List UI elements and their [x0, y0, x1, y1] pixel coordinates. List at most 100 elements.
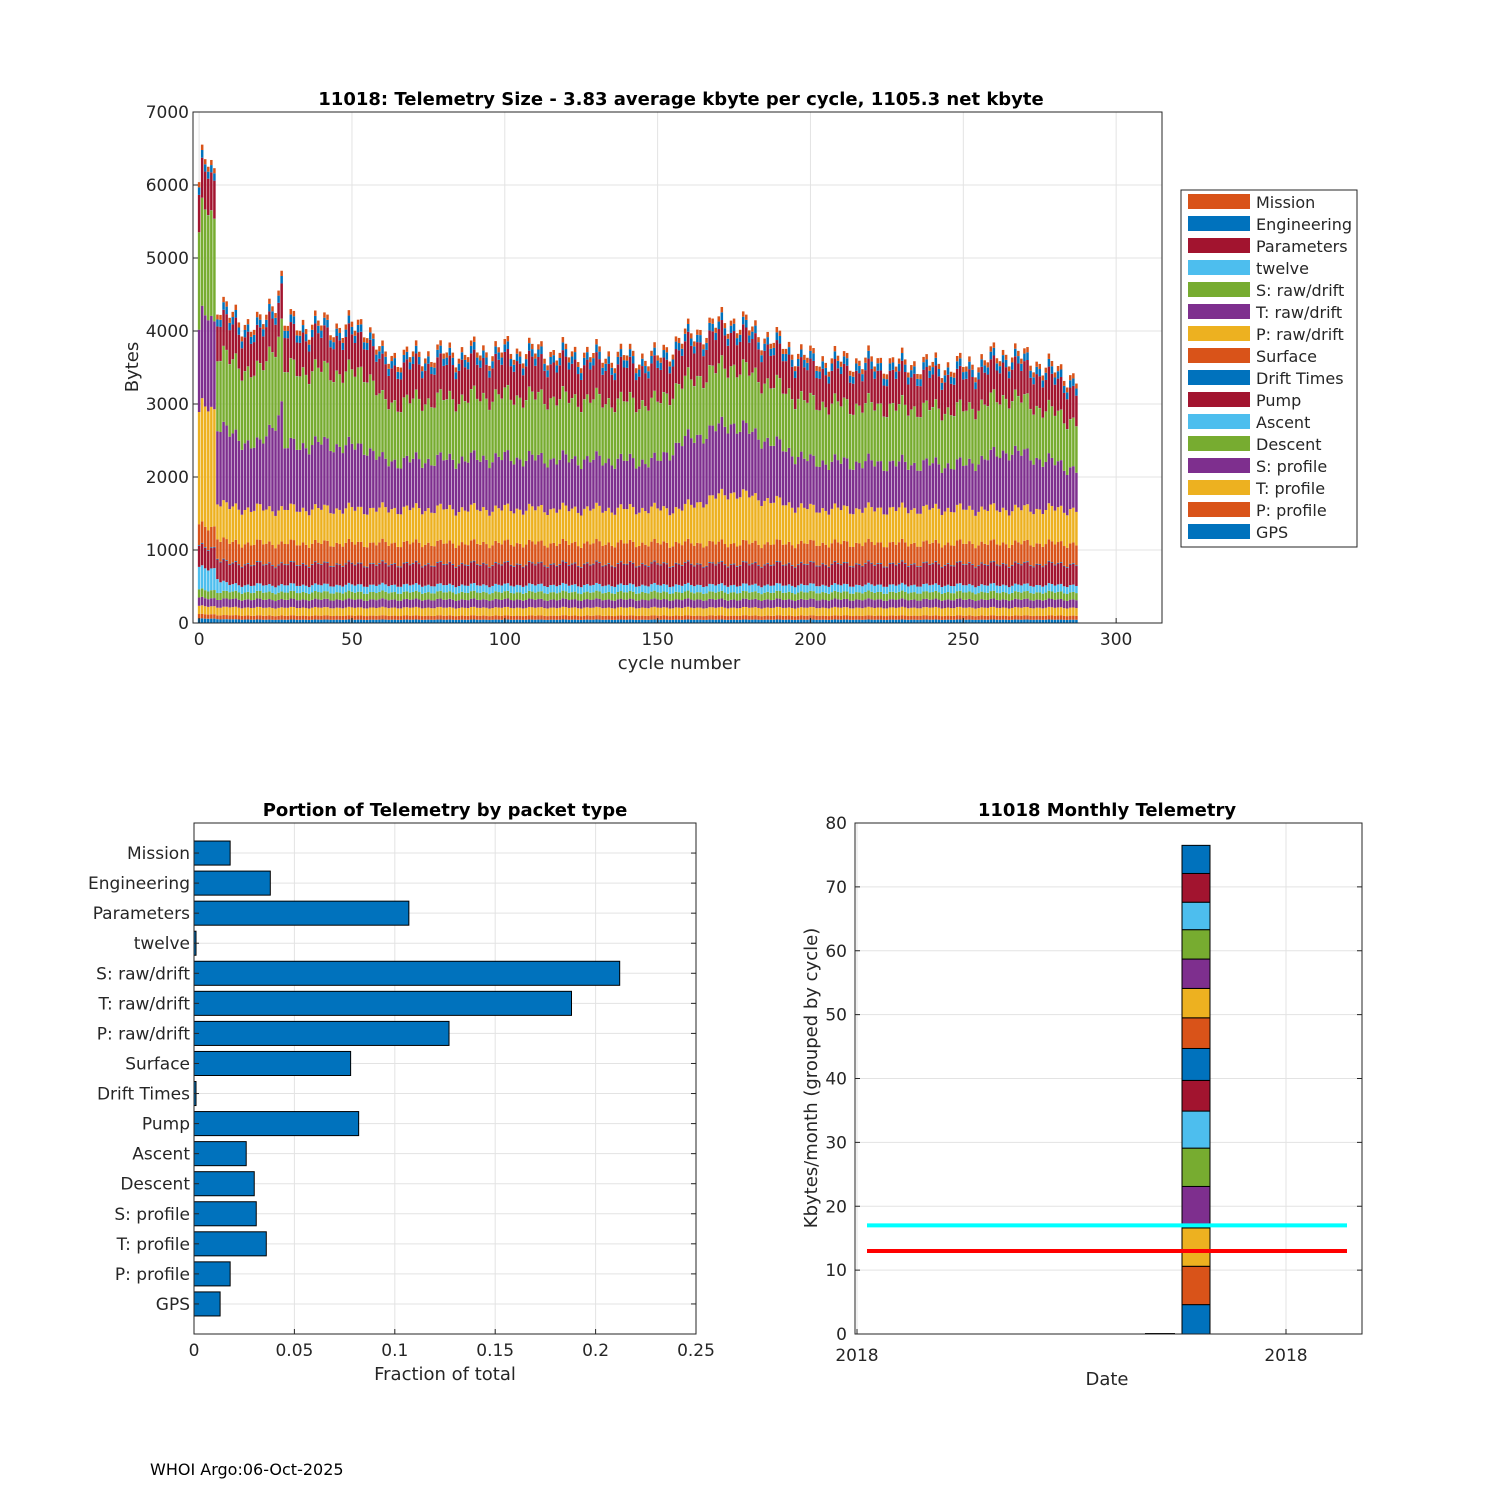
top-bar-segment	[934, 598, 938, 607]
top-bar-segment	[919, 566, 922, 567]
top-bar-segment	[527, 615, 531, 620]
top-bar-segment	[925, 359, 928, 368]
top-bar-segment	[378, 346, 381, 352]
top-bar-segment	[861, 615, 864, 620]
top-bar-segment	[203, 159, 207, 165]
top-bar-segment	[858, 564, 861, 586]
top-bar-segment	[1023, 449, 1026, 506]
top-bar-segment	[913, 373, 916, 407]
top-bar-segment	[427, 615, 430, 620]
top-bar-segment	[283, 619, 286, 623]
top-bar-segment	[702, 600, 705, 609]
top-bar-segment	[579, 587, 583, 595]
top-bar-segment	[479, 565, 482, 586]
top-bar-segment	[726, 377, 730, 434]
top-bar-segment	[576, 608, 580, 616]
top-bar-segment	[628, 349, 632, 357]
top-bar-segment	[1062, 615, 1066, 620]
top-bar-segment	[411, 615, 415, 620]
top-bar-segment	[723, 615, 727, 620]
top-bar-segment	[665, 599, 669, 608]
top-bar-segment	[644, 464, 647, 512]
top-bar-segment	[1069, 380, 1072, 388]
top-bar-segment	[619, 619, 623, 623]
top-bar-segment	[531, 356, 534, 392]
top-bar-segment	[781, 348, 785, 354]
top-bar-segment	[903, 615, 907, 620]
top-bar-segment	[540, 452, 543, 505]
top-bar-segment	[531, 541, 534, 563]
top-bar-segment	[219, 599, 222, 608]
top-bar-segment	[210, 548, 213, 569]
top-bar-segment	[295, 330, 299, 336]
top-bar-segment	[778, 330, 782, 336]
top-bar-segment	[222, 580, 225, 591]
top-bar-segment	[625, 592, 629, 600]
top-bar-segment	[219, 615, 222, 620]
top-bar-segment	[891, 357, 895, 363]
top-bar-segment	[720, 606, 724, 616]
top-bar-segment	[317, 333, 320, 368]
top-bar-segment	[411, 599, 415, 608]
top-bar-segment	[295, 342, 299, 377]
top-bar-segment	[910, 409, 913, 466]
top-bar-segment	[329, 593, 332, 601]
top-bar-segment	[983, 509, 986, 544]
top-bar-segment	[466, 357, 470, 363]
top-bar-segment	[307, 454, 311, 516]
top-bar-segment	[1050, 607, 1054, 616]
top-bar-segment	[552, 396, 555, 459]
top-bar-segment	[451, 365, 455, 400]
top-bar-segment	[365, 566, 369, 568]
top-bar-segment	[280, 541, 283, 563]
top-bar-segment	[876, 591, 879, 600]
top-bar-segment	[638, 376, 641, 410]
top-bar-segment	[365, 586, 369, 594]
top-bar-segment	[1020, 585, 1023, 593]
top-bar-segment	[524, 619, 528, 623]
top-bar-segment	[833, 560, 837, 562]
top-bar-segment	[986, 406, 990, 461]
top-bar-segment	[812, 455, 815, 505]
top-bar-segment	[986, 460, 990, 511]
top-bar-segment	[1023, 505, 1026, 541]
top-bar-segment	[332, 619, 335, 623]
top-bar-segment	[965, 410, 968, 466]
top-bar-segment	[430, 615, 433, 620]
top-bar-segment	[971, 364, 974, 370]
top-bar-segment	[638, 615, 641, 620]
top-bar-segment	[741, 359, 745, 421]
top-bar-segment	[928, 509, 931, 544]
top-bar-segment	[234, 539, 238, 562]
top-bar-segment	[356, 541, 360, 563]
top-bar-segment	[417, 399, 421, 460]
top-bar-segment	[861, 608, 864, 616]
top-bar-segment	[763, 350, 766, 384]
top-bar-segment	[827, 608, 831, 617]
top-bar-segment	[393, 615, 397, 620]
top-bar-segment	[989, 598, 993, 608]
top-bar-segment	[390, 599, 393, 608]
top-bar-segment	[469, 607, 473, 616]
top-bar-segment	[1038, 592, 1041, 600]
top-bar-segment	[897, 358, 901, 364]
top-bar-segment	[405, 359, 409, 395]
top-bar-segment	[219, 607, 222, 616]
top-bar-segment	[1032, 567, 1035, 587]
top-bar-segment	[518, 599, 522, 608]
top-bar-segment	[381, 502, 384, 539]
top-bar-segment	[720, 619, 724, 623]
top-bar-segment	[561, 560, 565, 562]
top-bar-segment	[992, 355, 996, 390]
top-bar-segment	[647, 513, 650, 547]
top-bar-segment	[1047, 503, 1051, 540]
top-bar-segment	[705, 615, 708, 620]
top-bar-segment	[304, 607, 308, 616]
top-bar-segment	[1041, 566, 1045, 568]
top-bar-segment	[824, 600, 828, 608]
top-bar-segment	[298, 335, 302, 343]
top-bar-segment	[735, 593, 739, 601]
top-bar-segment	[234, 619, 238, 623]
top-bar-segment	[228, 564, 231, 565]
top-bar-segment	[439, 389, 442, 453]
